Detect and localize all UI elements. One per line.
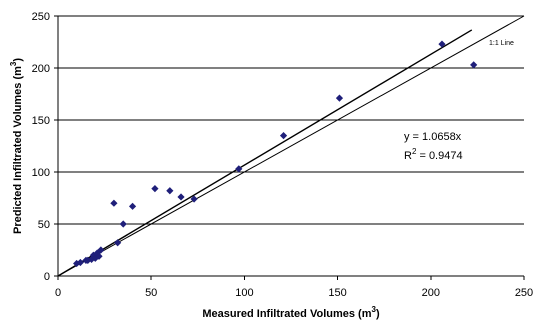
r-squared-superscript: 2 bbox=[412, 147, 417, 156]
y-axis-title-superscript: 3 bbox=[9, 61, 18, 66]
data-point-16 bbox=[177, 193, 185, 201]
r-squared-value: = 0.9474 bbox=[416, 150, 462, 162]
x-tick-label-5: 250 bbox=[515, 287, 533, 299]
x-tick-label-3: 150 bbox=[328, 287, 346, 299]
x-axis-title: Measured Infiltrated Volumes (m3) bbox=[202, 305, 380, 320]
data-point-19 bbox=[279, 132, 288, 140]
x-axis-title-end: ) bbox=[376, 308, 380, 320]
data-point-1 bbox=[76, 258, 84, 267]
r-squared-prefix: R bbox=[404, 150, 412, 162]
y-tick-labels: 0 50 100 150 200 250 bbox=[32, 11, 50, 283]
y-axis-title-end: ) bbox=[12, 58, 24, 62]
x-tick-label-2: 100 bbox=[235, 287, 253, 299]
y-axis-title: Predicted Infiltrated Volumes (m3) bbox=[9, 58, 24, 234]
y-tick-label-4: 200 bbox=[32, 63, 50, 75]
x-axis-title-main: Measured Infiltrated Volumes (m bbox=[202, 308, 371, 320]
data-point-22 bbox=[470, 61, 478, 69]
data-point-0 bbox=[73, 259, 81, 268]
data-point-9 bbox=[97, 246, 105, 254]
data-point-8 bbox=[95, 252, 103, 260]
data-point-10 bbox=[110, 199, 118, 207]
data-point-21 bbox=[438, 40, 446, 48]
data-points bbox=[73, 40, 478, 268]
x-axis-title-superscript: 3 bbox=[371, 305, 376, 314]
x-tick-label-1: 50 bbox=[145, 287, 157, 299]
axes bbox=[54, 15, 525, 280]
r-squared-label: R2 = 0.9474 bbox=[404, 147, 463, 162]
data-point-13 bbox=[128, 202, 137, 210]
x-tick-labels: 0 50 100 150 200 250 bbox=[55, 287, 533, 299]
data-point-3 bbox=[84, 256, 92, 264]
data-point-18 bbox=[235, 165, 243, 173]
x-tick-label-4: 200 bbox=[422, 287, 440, 299]
data-point-11 bbox=[114, 239, 122, 247]
equation-label: y = 1.0658x bbox=[404, 131, 462, 143]
y-tick-label-3: 150 bbox=[32, 115, 50, 127]
data-point-12 bbox=[119, 220, 127, 228]
trend-lines bbox=[57, 15, 525, 277]
data-point-20 bbox=[335, 94, 344, 102]
fit-line bbox=[57, 29, 473, 277]
y-tick-label-1: 50 bbox=[38, 219, 50, 231]
gridlines bbox=[58, 15, 524, 225]
data-point-15 bbox=[166, 187, 174, 195]
y-axis-title-main: Predicted Infiltrated Volumes (m bbox=[12, 66, 24, 234]
y-tick-label-0: 0 bbox=[44, 271, 50, 283]
y-tick-label-2: 100 bbox=[32, 167, 50, 179]
one-to-one-line bbox=[57, 15, 525, 277]
data-point-14 bbox=[151, 185, 159, 193]
one-to-one-label: 1:1 Line bbox=[489, 40, 514, 47]
y-tick-label-5: 250 bbox=[32, 11, 50, 23]
data-point-17 bbox=[190, 195, 198, 203]
x-tick-label-0: 0 bbox=[55, 287, 61, 299]
data-point-5 bbox=[89, 251, 98, 259]
